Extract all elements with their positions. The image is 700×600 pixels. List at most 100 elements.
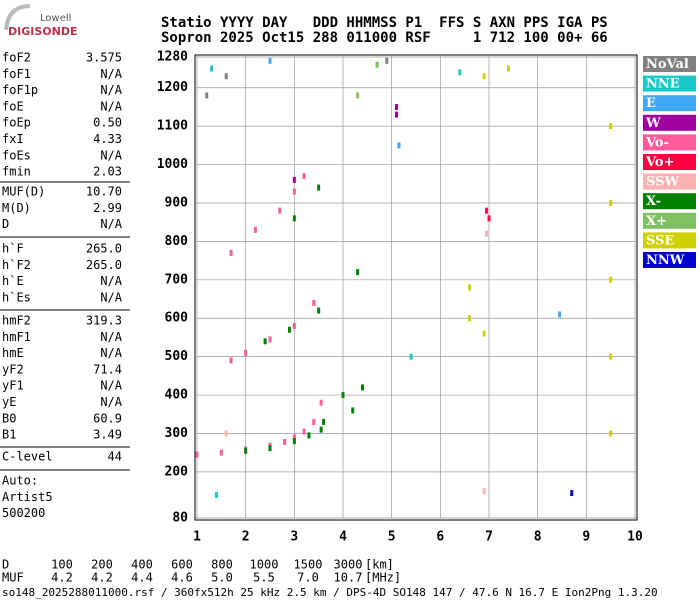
echo — [409, 353, 413, 360]
row-value: 10.7 — [334, 571, 363, 585]
logo-top: Lowell — [40, 13, 71, 24]
param-value: 10.70 — [86, 185, 122, 199]
echo — [485, 230, 489, 237]
echo — [319, 426, 323, 433]
echo — [263, 338, 267, 345]
param-label: yF2 — [2, 362, 24, 376]
row-value: 200 — [91, 558, 113, 572]
legend-label: NNW — [646, 253, 685, 268]
echo — [253, 226, 257, 233]
y-tick-label: 900 — [165, 195, 189, 210]
x-tick-label: 2 — [242, 530, 250, 545]
row-value: 4.2 — [91, 571, 113, 585]
param-label: foF1 — [2, 67, 31, 81]
row-value: 100 — [51, 558, 73, 572]
param-label: Auto: — [2, 474, 38, 488]
echo — [397, 142, 401, 149]
echo — [385, 57, 389, 64]
echo — [195, 451, 199, 458]
param-label: h`Es — [2, 290, 31, 304]
row-value: 4.2 — [51, 571, 73, 585]
echo — [283, 438, 287, 445]
row-value: 800 — [211, 558, 233, 572]
echo — [609, 199, 613, 206]
param-value: N/A — [100, 395, 122, 409]
row-value: 5.0 — [211, 571, 233, 585]
echo — [482, 488, 486, 495]
legend-label: W — [645, 116, 661, 131]
footer: so148_2025288011000.rsf / 360fx512h 25 k… — [2, 586, 658, 599]
param-label: C-level — [2, 450, 53, 464]
param-value: 3.575 — [86, 51, 122, 65]
y-tick-label: 600 — [165, 311, 189, 326]
row-value: 5.5 — [253, 571, 275, 585]
param-value: 265.0 — [86, 258, 122, 272]
echo — [244, 349, 248, 356]
param-label: foF2 — [2, 51, 31, 65]
param-label: fxI — [2, 132, 24, 146]
echo — [224, 73, 228, 80]
param-label: h`F — [2, 242, 24, 256]
param-label: D — [2, 217, 9, 231]
y-tick-label: 1000 — [157, 157, 188, 172]
echo — [482, 330, 486, 337]
legend-label: X+ — [646, 214, 667, 229]
y-tick-label: 1100 — [157, 119, 188, 134]
echo — [356, 92, 360, 99]
logo-bottom: DIGISONDE — [8, 25, 77, 38]
param-value: N/A — [100, 346, 122, 360]
row-value: 4.4 — [131, 571, 153, 585]
param-value: N/A — [100, 274, 122, 288]
header-row: Statio YYYY DAY DDD HHMMSS P1 FFS S AXN … — [161, 15, 608, 31]
echo — [292, 215, 296, 222]
echo — [609, 430, 613, 437]
legend-label: X- — [646, 194, 661, 209]
param-value: 3.49 — [93, 428, 122, 442]
param-value: N/A — [100, 379, 122, 393]
legend-swatch — [643, 114, 696, 131]
echo — [317, 307, 321, 314]
param-value: N/A — [100, 83, 122, 97]
param-label: h`F2 — [2, 258, 31, 272]
echo — [268, 336, 272, 343]
legend-swatch — [643, 134, 696, 151]
echo — [570, 490, 574, 497]
echo — [302, 173, 306, 180]
echo — [458, 69, 462, 76]
x-tick-label: 10 — [627, 530, 643, 545]
y-tick-label: 200 — [165, 464, 189, 479]
echo — [312, 299, 316, 306]
param-value: 71.4 — [93, 362, 122, 376]
y-tick-label: 80 — [172, 511, 188, 526]
y-tick-label: 300 — [165, 426, 189, 441]
legend-label: NoVal — [646, 57, 689, 72]
row-value: 1000 — [250, 558, 279, 572]
row-value: 4.6 — [171, 571, 193, 585]
row-value: 1500 — [294, 558, 323, 572]
param-label: hmF2 — [2, 314, 31, 328]
echo — [307, 432, 311, 439]
param-label: foE — [2, 99, 24, 113]
param-value: 2.03 — [93, 165, 122, 179]
x-tick-label: 5 — [388, 530, 396, 545]
param-value: 0.50 — [93, 116, 122, 130]
row-label: D — [2, 558, 9, 572]
logo-arc — [4, 4, 31, 31]
param-value: N/A — [100, 290, 122, 304]
legend-swatch — [643, 95, 696, 112]
param-label: 500200 — [2, 506, 45, 520]
echo — [322, 418, 326, 425]
y-tick-label: 1280 — [157, 50, 188, 65]
echo — [609, 276, 613, 283]
echo — [229, 249, 233, 256]
x-tick-label: 7 — [485, 530, 493, 545]
legend-label: SSE — [646, 233, 674, 248]
param-label: foEp — [2, 116, 31, 130]
param-label: yE — [2, 395, 16, 409]
echo — [468, 315, 472, 322]
row-value: 3000 — [334, 558, 363, 572]
echo — [229, 357, 233, 364]
param-value: 44 — [108, 450, 122, 464]
row-value: 7.0 — [297, 571, 319, 585]
